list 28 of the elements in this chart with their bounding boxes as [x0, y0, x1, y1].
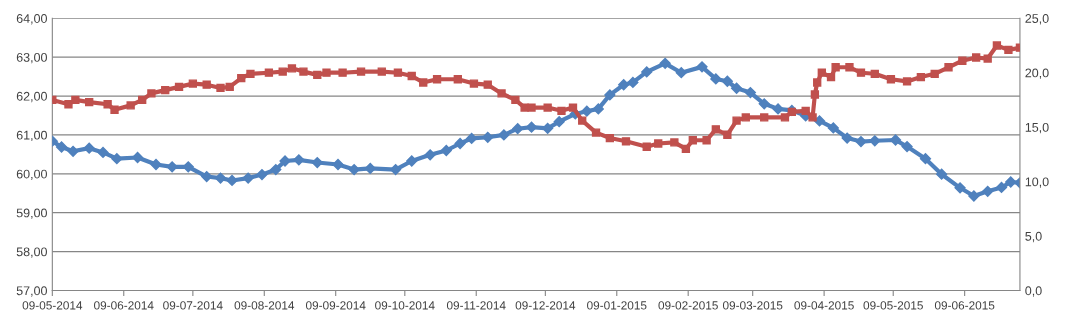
y-tick-label: 61,00 — [16, 130, 47, 142]
x-tick-label: 09-01-2015 — [587, 301, 647, 310]
x-tick-label: 09-04-2015 — [794, 301, 854, 310]
y-tick-label: 63,00 — [16, 52, 47, 64]
x-tick-label: 09-08-2014 — [234, 301, 295, 310]
x-tick-label: 09-07-2014 — [163, 301, 223, 310]
y-tick-label: 58,00 — [16, 247, 47, 258]
y2-tick-label: 0,0 — [1025, 286, 1042, 297]
y2-tick-label: 10,0 — [1025, 177, 1049, 188]
x-tick-label: 09-05-2015 — [863, 301, 923, 310]
x-tick-label: 09-06-2014 — [94, 301, 154, 310]
x-tick-label: 09-12-2014 — [515, 301, 576, 310]
y2-tick-label: 15,0 — [1025, 122, 1049, 134]
x-tick-label: 09-09-2014 — [305, 301, 366, 310]
y2-tick-label: 20,0 — [1025, 68, 1049, 79]
y2-tick-label: 5,0 — [1025, 231, 1042, 243]
x-tick-label: 09-03-2015 — [722, 301, 783, 310]
x-tick-label: 09-11-2014 — [446, 301, 506, 310]
x-tick-label: 09-06-2015 — [934, 301, 995, 310]
x-tick-label: 09-10-2014 — [375, 301, 435, 310]
y-tick-label: 57,00 — [16, 286, 47, 297]
x-tick-label: 09-02-2015 — [658, 301, 718, 310]
y-tick-label: 59,00 — [16, 208, 47, 219]
y-tick-label: 62,00 — [16, 91, 47, 103]
x-tick-label: 09-05-2014 — [22, 301, 83, 310]
y-tick-label: 64,00 — [16, 14, 47, 25]
y-tick-label: 60,00 — [16, 169, 47, 180]
y2-tick-label: 25,0 — [1025, 14, 1049, 25]
